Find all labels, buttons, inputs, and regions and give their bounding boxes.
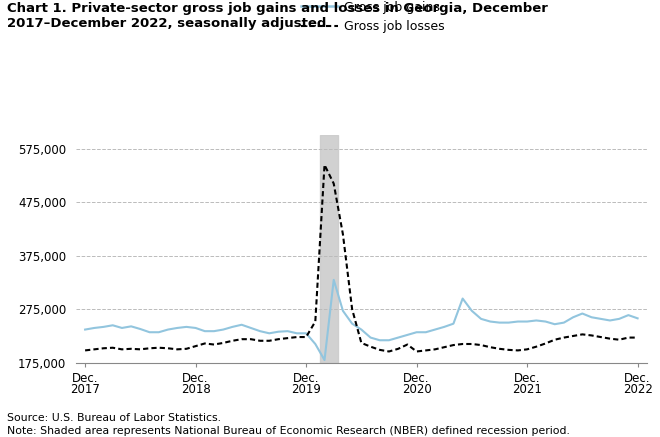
Text: Dec.: Dec. [72, 372, 98, 385]
Text: Dec.: Dec. [514, 372, 541, 385]
Text: Chart 1. Private-sector gross job gains and losses in Georgia, December
2017–Dec: Chart 1. Private-sector gross job gains … [7, 2, 548, 30]
Text: 2022: 2022 [622, 383, 653, 396]
Text: 2020: 2020 [402, 383, 432, 396]
Text: 2017: 2017 [70, 383, 100, 396]
Text: Dec.: Dec. [403, 372, 430, 385]
Text: Note: Shaded area represents National Bureau of Economic Research (NBER) defined: Note: Shaded area represents National Bu… [7, 426, 570, 436]
Text: 2018: 2018 [181, 383, 211, 396]
Text: 2021: 2021 [512, 383, 542, 396]
Legend: Gross job gains, Gross job losses: Gross job gains, Gross job losses [300, 1, 445, 33]
Bar [320, 135, 339, 363]
Text: Dec.: Dec. [624, 372, 651, 385]
Text: Dec.: Dec. [182, 372, 209, 385]
Text: Source: U.S. Bureau of Labor Statistics.: Source: U.S. Bureau of Labor Statistics. [7, 413, 220, 423]
Text: Dec.: Dec. [293, 372, 319, 385]
Text: 2019: 2019 [291, 383, 321, 396]
